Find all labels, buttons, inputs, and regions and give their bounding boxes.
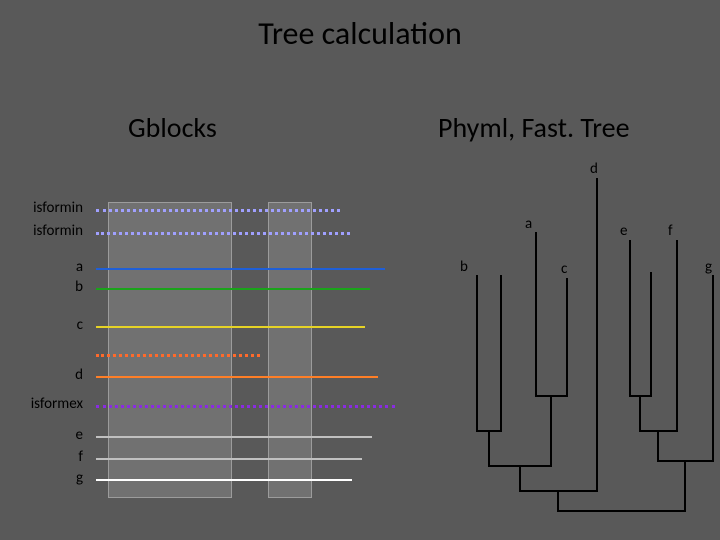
seq-line-d [96, 376, 378, 378]
seq-line-c [96, 326, 365, 328]
tree-branch [535, 232, 537, 397]
seq-label-d: d [75, 366, 83, 384]
seq-label-f: f [78, 448, 83, 466]
tree-branch [476, 275, 478, 432]
tree-leaf-g: g [705, 258, 712, 276]
seq-line-extra_dash [96, 354, 260, 357]
tree-leaf-b: b [460, 258, 468, 276]
tree-leaf-e: e [620, 222, 627, 240]
seq-label-isformin1: isformin [33, 199, 83, 217]
seq-line-f [96, 458, 362, 460]
seq-label-e: e [76, 426, 83, 444]
tree-branch [684, 460, 686, 512]
tree-branch [557, 510, 686, 512]
seq-line-isformex [96, 405, 395, 408]
seq-line-g [96, 479, 352, 481]
tree-branch [500, 275, 502, 432]
tree-branch [596, 178, 598, 492]
seq-line-b [96, 288, 370, 290]
tree-branch [676, 240, 678, 432]
tree-branch [566, 278, 568, 397]
tree-branch [557, 490, 559, 512]
tree-leaf-f: f [668, 222, 673, 240]
tree-branch [712, 275, 714, 462]
seq-label-b: b [75, 278, 83, 296]
tree-branch [657, 430, 659, 462]
tree-branch [629, 240, 631, 397]
seq-line-e [96, 436, 372, 438]
gblocks-region [268, 202, 312, 498]
seq-label-a: a [76, 258, 83, 276]
tree-branch [488, 430, 490, 467]
tree-leaf-a: a [525, 215, 532, 233]
tree-branch [650, 272, 652, 397]
gblocks-heading: Gblocks [128, 110, 217, 145]
seq-label-c: c [77, 316, 83, 334]
tree-leaf-d: d [590, 160, 598, 178]
tree-branch [519, 465, 521, 492]
gblocks-region [108, 202, 232, 498]
page-title: Tree calculation [258, 14, 462, 53]
seq-line-isformin2 [96, 232, 350, 235]
tree-branch [639, 395, 641, 432]
phyml-heading: Phyml, Fast. Tree [438, 110, 630, 145]
seq-label-isformin2: isformin [33, 222, 83, 240]
seq-line-a [96, 268, 385, 270]
seq-line-isformin1 [96, 209, 340, 212]
tree-branch [550, 395, 552, 467]
tree-leaf-c: c [561, 260, 567, 278]
seq-label-g: g [76, 469, 83, 487]
seq-label-isformex: isformex [31, 395, 83, 413]
